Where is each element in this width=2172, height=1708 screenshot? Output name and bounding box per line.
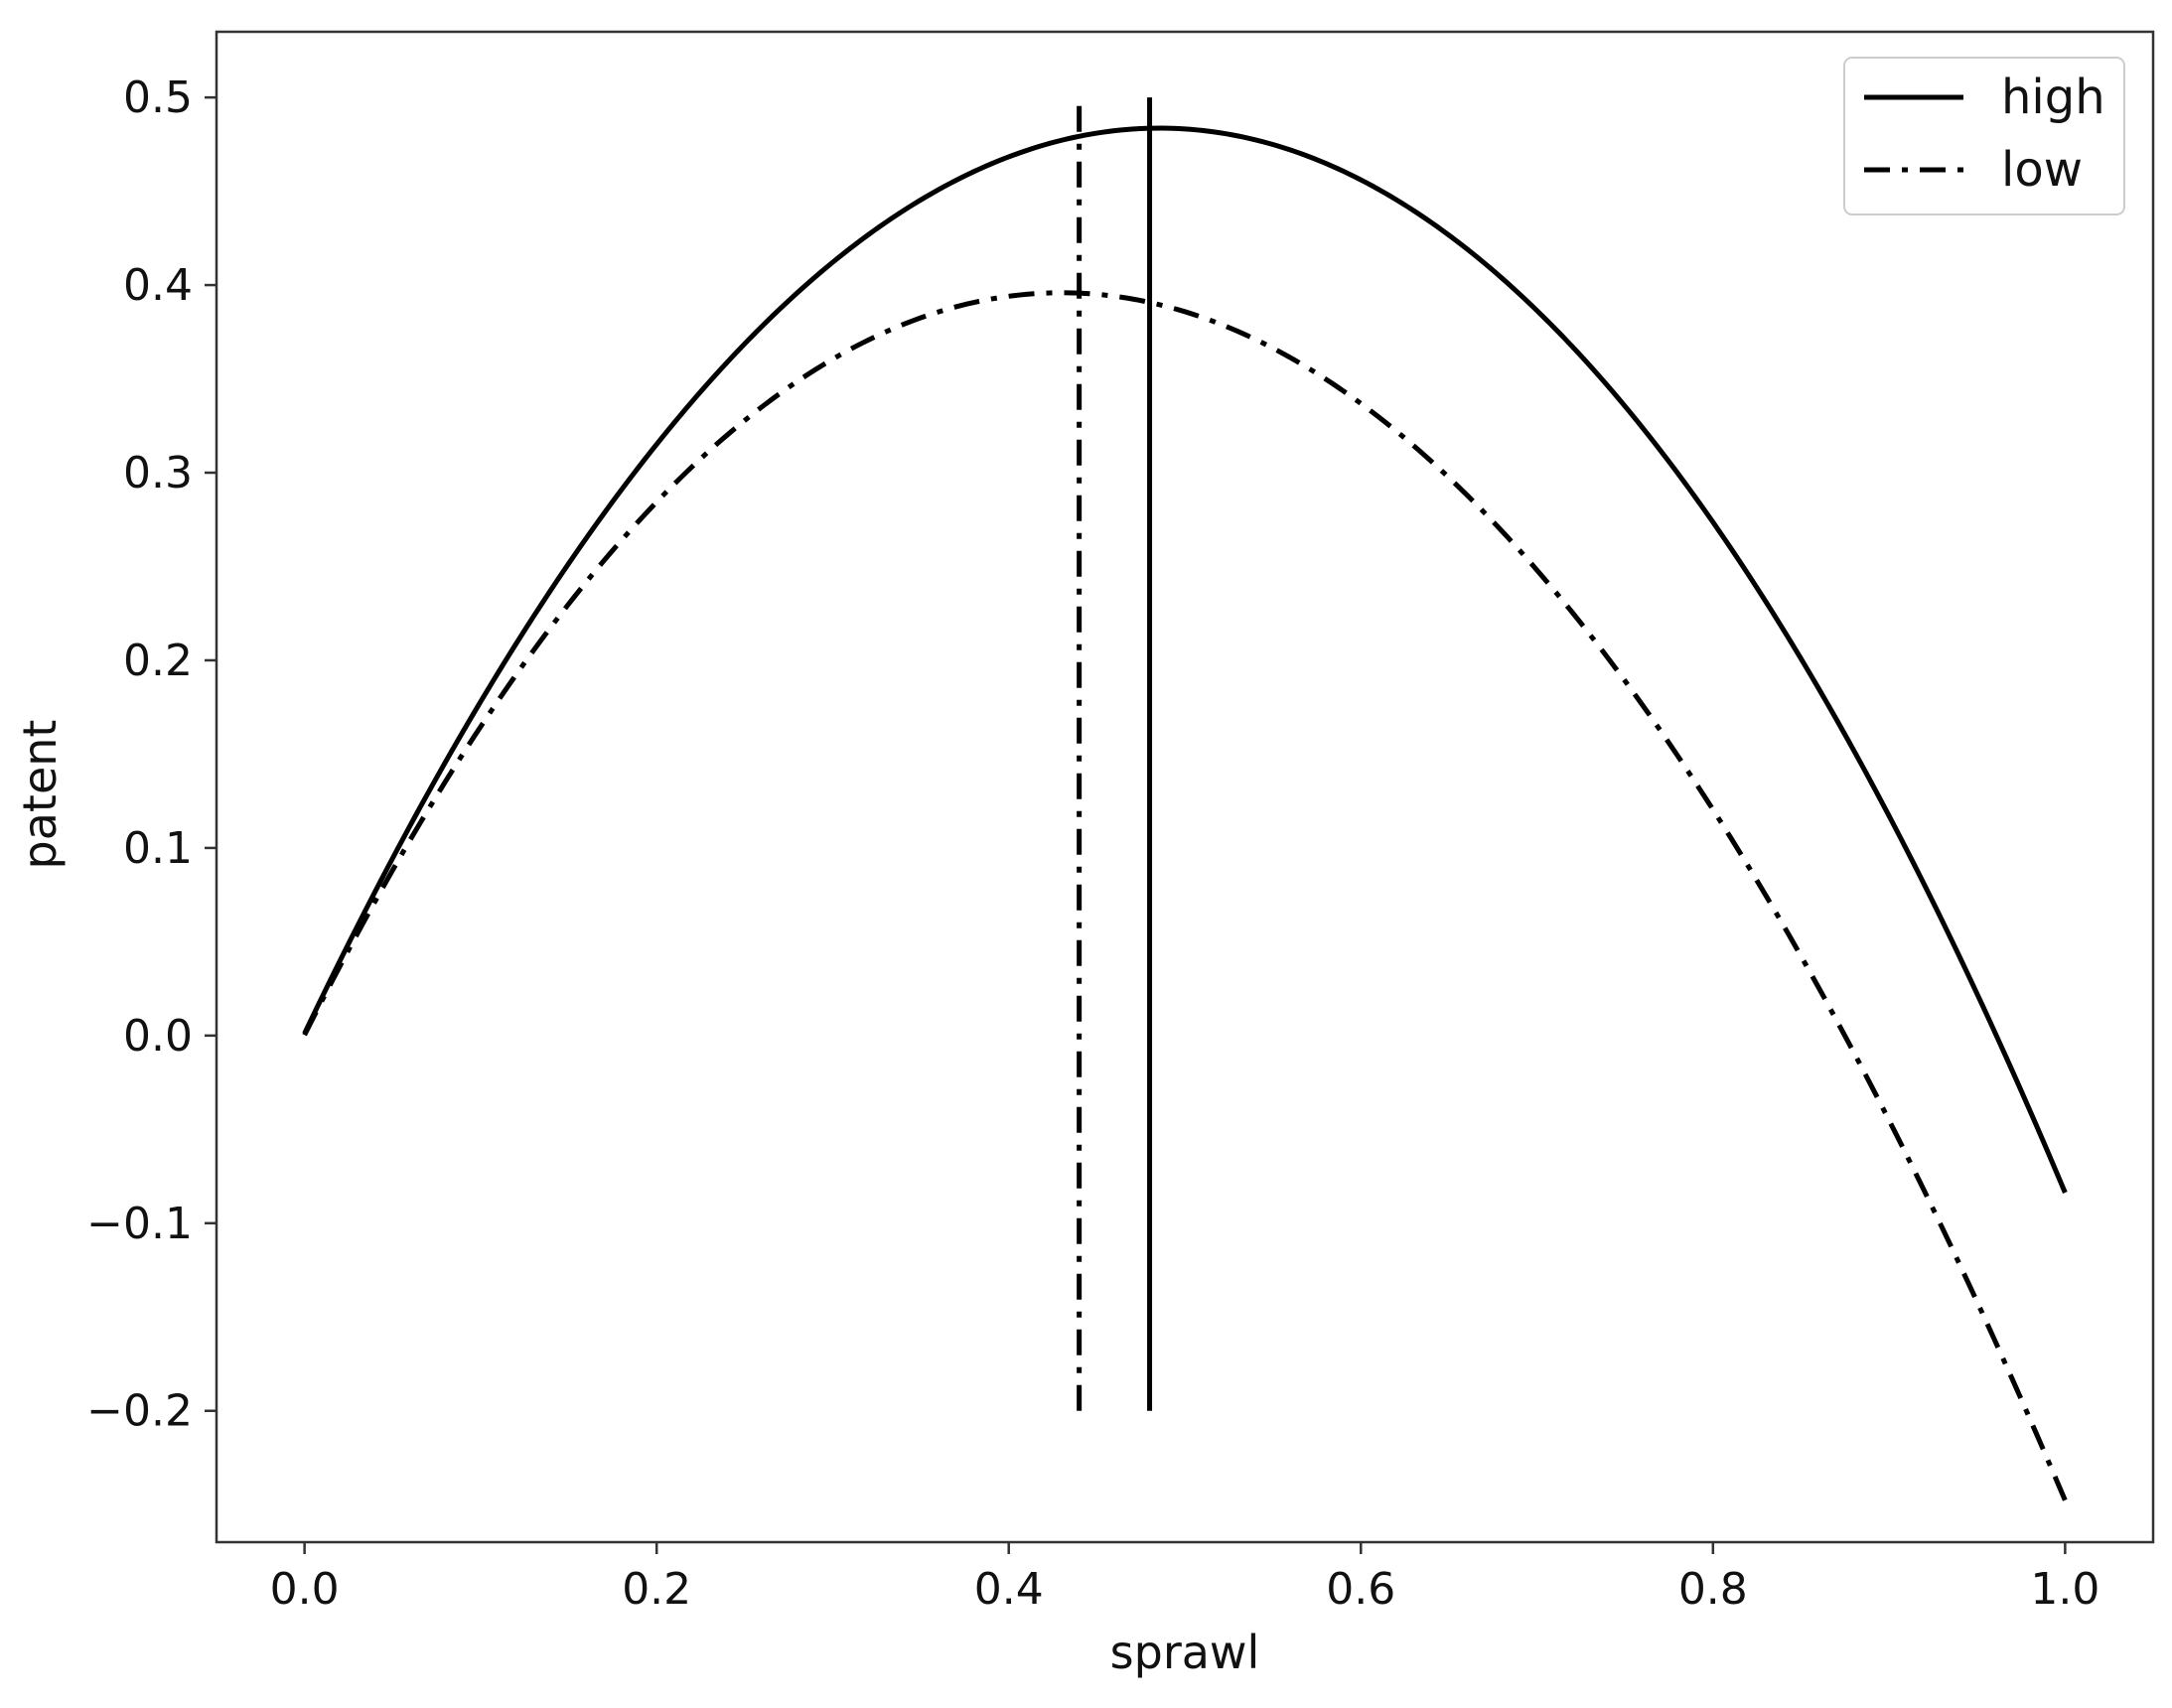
y-axis-label: patent (13, 720, 67, 870)
axes: 0.0 0.2 0.4 0.6 0.8 1.0 −0.2 −0.1 0.0 0.1 0.2 0.3 0.… (13, 30, 2155, 1679)
legend-label-high: high (2001, 70, 2105, 125)
x-tick-label: 1.0 (2030, 1564, 2100, 1615)
x-tick-label: 0.2 (622, 1564, 691, 1615)
y-tick-label: −0.2 (86, 1386, 193, 1437)
y-tick-label: 0.0 (123, 1011, 193, 1062)
axes-frame (215, 30, 2155, 1544)
x-tick-label: 0.0 (270, 1564, 340, 1615)
y-tick-label: −0.1 (86, 1199, 193, 1249)
y-tick-label: 0.4 (123, 260, 193, 311)
x-tick-label: 0.8 (1678, 1564, 1748, 1615)
series-line-high (302, 125, 2068, 1194)
series-line-low (302, 290, 2068, 1501)
plot-area (302, 97, 2068, 1501)
legend: high low (1843, 57, 2125, 215)
x-tick-label: 0.4 (974, 1564, 1044, 1615)
y-tick-label: 0.3 (123, 448, 193, 498)
y-tick-label: 0.2 (123, 636, 193, 686)
x-axis-label: sprawl (1110, 1626, 1260, 1679)
x-tick-label: 0.6 (1326, 1564, 1395, 1615)
y-tick-label: 0.5 (123, 72, 193, 123)
legend-label-low: low (2001, 142, 2083, 198)
y-tick-label: 0.1 (123, 823, 193, 874)
